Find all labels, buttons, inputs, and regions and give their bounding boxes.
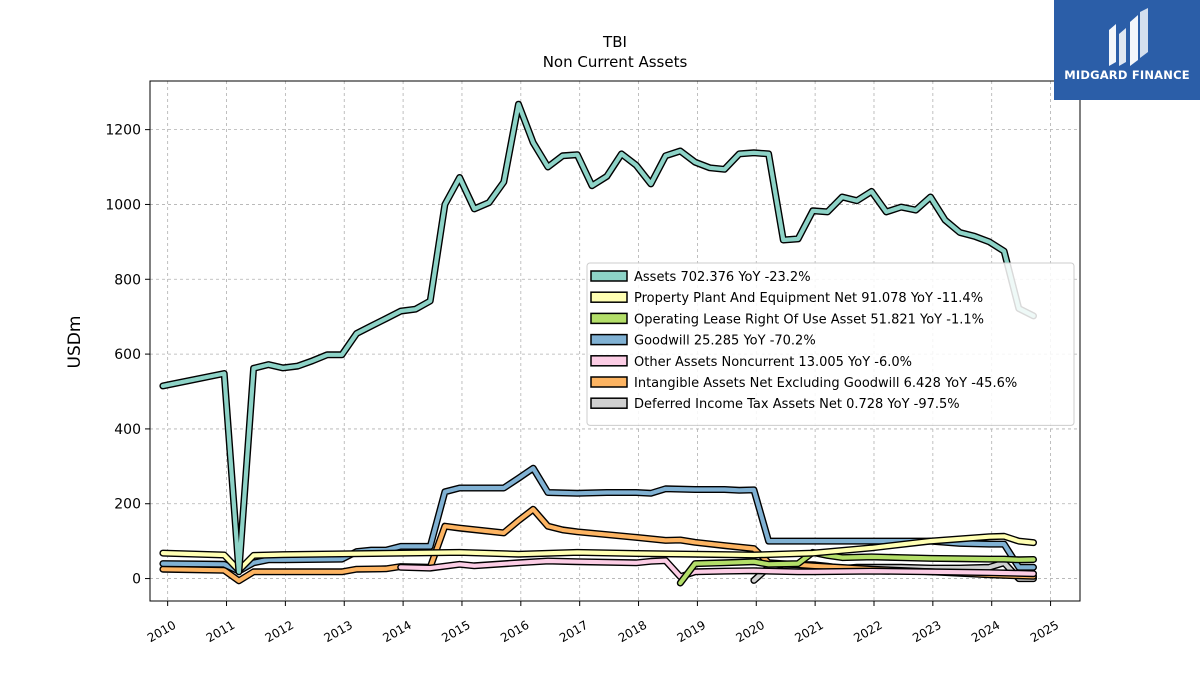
legend-label: Property Plant And Equipment Net 91.078 …: [634, 291, 983, 306]
legend-swatch: [590, 291, 628, 303]
legend-swatch: [590, 333, 628, 346]
legend-item: Goodwill 25.285 YoY -70.2%: [590, 333, 816, 349]
x-tick-label: 2016: [498, 618, 531, 645]
series-property-plant-and-equipment-net: [159, 532, 1037, 574]
legend-label: Assets 702.376 YoY -23.2%: [634, 270, 811, 285]
series-line: [160, 534, 1036, 573]
x-tick-label: 2021: [792, 618, 825, 645]
legend-swatch: [590, 376, 628, 388]
series-line: [678, 550, 1036, 586]
y-axis-label: USDm: [65, 316, 85, 369]
series-other-assets-noncurrent: [397, 557, 1037, 581]
x-tick-label: 2011: [204, 618, 237, 645]
legend-item: Other Assets Noncurrent 13.005 YoY -6.0%: [590, 355, 912, 370]
legend-item: Property Plant And Equipment Net 91.078 …: [590, 291, 983, 306]
x-tick-label: 2017: [557, 618, 590, 645]
x-tick-label: 2013: [322, 618, 355, 645]
series-lines: [159, 100, 1037, 587]
legend-swatch: [590, 355, 628, 367]
y-axis: 0 200 400 600 800 1000 1200: [105, 123, 150, 588]
legend-item: Intangible Assets Net Excluding Goodwill…: [590, 376, 1017, 391]
series-goodwill: [159, 464, 1037, 575]
legend-label: Other Assets Noncurrent 13.005 YoY -6.0%: [634, 355, 912, 370]
y-tick-label: 1000: [105, 197, 141, 213]
legend-item: Operating Lease Right Of Use Asset 51.82…: [590, 312, 984, 327]
x-tick-label: 2022: [851, 618, 884, 645]
midgard-finance-logo: MIDGARD FINANCE: [1054, 0, 1200, 100]
y-tick-label: 0: [132, 572, 141, 588]
x-tick-label: 2019: [675, 618, 708, 645]
legend-label: Operating Lease Right Of Use Asset 51.82…: [634, 312, 984, 327]
series-operating-lease-right-of-use-asset: [676, 548, 1037, 587]
y-tick-label: 800: [114, 272, 141, 288]
plot-frame: [149, 80, 1081, 602]
legend-label: Goodwill 25.285 YoY -70.2%: [634, 334, 816, 349]
legend-swatch: [590, 312, 628, 325]
x-tick-label: 2024: [969, 618, 1002, 645]
legend-label: Deferred Income Tax Assets Net 0.728 YoY…: [634, 397, 960, 412]
x-tick-label: 2010: [145, 618, 178, 645]
y-tick-label: 1200: [105, 123, 141, 139]
y-tick-label: 200: [114, 497, 141, 513]
x-tick-label: 2018: [616, 618, 649, 645]
y-tick-label: 400: [114, 422, 141, 438]
legend-swatch: [590, 270, 628, 282]
x-tick-label: 2023: [910, 618, 943, 645]
legend-item: Deferred Income Tax Assets Net 0.728 YoY…: [590, 397, 960, 412]
legend-swatch: [590, 397, 628, 409]
x-tick-label: 2014: [380, 618, 413, 645]
legend: Assets 702.376 YoY -23.2% Property Plant …: [586, 262, 1075, 426]
legend-item: Assets 702.376 YoY -23.2%: [590, 270, 811, 285]
chart-subtitle: Non Current Assets: [543, 53, 688, 71]
series-line: [160, 102, 1036, 574]
x-tick-label: 2020: [734, 618, 767, 645]
legend-box: [586, 262, 1075, 426]
logo-text: MIDGARD FINANCE: [1064, 68, 1190, 82]
x-tick-label: 2015: [439, 618, 472, 645]
logo-mark-icon: [1109, 8, 1148, 66]
series-assets: [159, 100, 1037, 576]
x-axis: 2010 2011 2012 2013 2014 2015 2016 2017 2018 2019…: [145, 601, 1061, 645]
series-line: [160, 466, 1036, 574]
legend-label: Intangible Assets Net Excluding Goodwill…: [634, 376, 1017, 391]
series-line: [398, 558, 1036, 579]
x-tick-label: 2025: [1028, 618, 1061, 645]
x-tick-label: 2012: [263, 618, 296, 645]
chart-title: TBI: [602, 33, 627, 51]
y-tick-label: 600: [114, 347, 141, 363]
